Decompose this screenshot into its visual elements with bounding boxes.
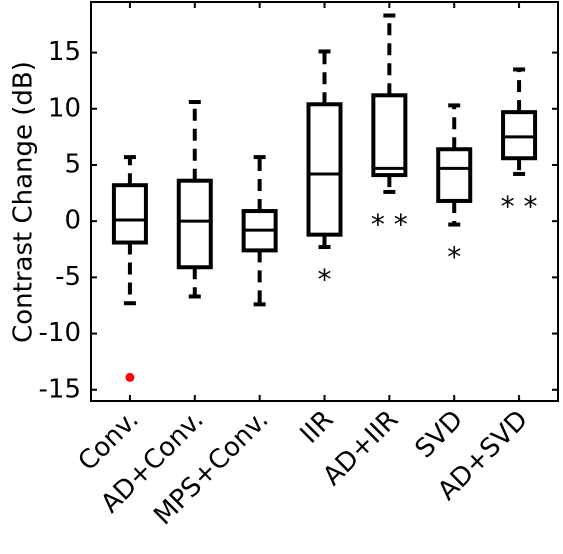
significance-marker: * * — [371, 208, 408, 241]
box-2 — [176, 100, 213, 299]
iqr-box — [111, 183, 148, 245]
y-tick-label: -5 — [55, 262, 81, 292]
x-tick-label: SVD — [410, 405, 470, 465]
y-tick-label: 5 — [64, 149, 81, 179]
iqr-box — [371, 93, 408, 178]
y-tick-label: 10 — [48, 93, 81, 123]
y-tick-label: 0 — [64, 206, 81, 236]
iqr-box — [306, 102, 343, 237]
outlier-point — [125, 372, 135, 382]
box-3 — [241, 155, 278, 307]
y-tick-label: -15 — [39, 374, 81, 404]
y-tick-label: -10 — [39, 318, 81, 348]
box-7: * * — [501, 67, 538, 223]
iqr-box — [176, 178, 213, 270]
box-5: * * — [371, 13, 408, 241]
significance-marker: * — [318, 263, 332, 296]
box-6: * — [436, 103, 473, 274]
significance-marker: * — [447, 241, 461, 274]
significance-marker: * * — [501, 190, 538, 223]
y-tick-label: 15 — [48, 37, 81, 67]
box-4: * — [306, 49, 343, 296]
iqr-box — [436, 147, 473, 203]
x-tick-label: IIR — [295, 405, 340, 450]
box-1 — [111, 155, 148, 382]
iqr-box — [501, 110, 538, 161]
y-axis: -15 -10 -5 0 5 10 15 — [39, 37, 558, 404]
y-axis-title: Contrast Change (dB) — [9, 61, 39, 343]
boxes-group: * * * * * * — [111, 13, 538, 382]
